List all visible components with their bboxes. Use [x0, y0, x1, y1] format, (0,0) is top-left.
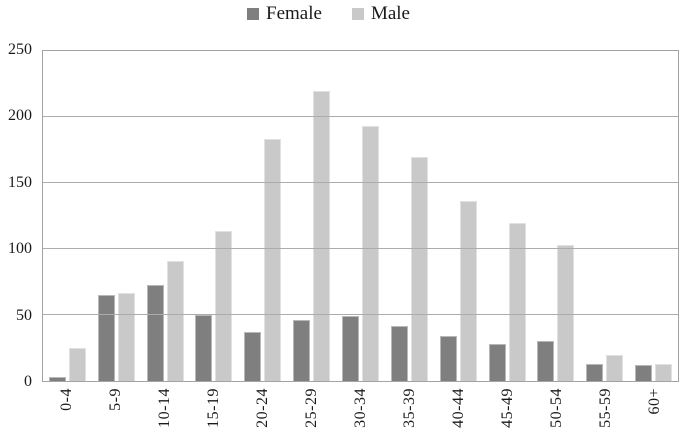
- bar-female: [244, 332, 262, 381]
- bar-group: [141, 51, 190, 381]
- bar-female: [586, 363, 604, 381]
- bar-male: [117, 292, 135, 381]
- y-tick-label: 200: [8, 107, 32, 125]
- x-tick-cell: 45-49: [483, 388, 532, 440]
- y-tick-label: 150: [8, 173, 32, 191]
- gridline: [43, 248, 678, 249]
- bar-female: [146, 284, 164, 381]
- x-tick-cell: 55-59: [581, 388, 630, 440]
- bar-female: [195, 315, 213, 381]
- x-tick-cell: 15-19: [189, 388, 238, 440]
- x-tick-label: 60+: [645, 388, 663, 415]
- x-tick-cell: 40-44: [434, 388, 483, 440]
- bar-group: [43, 51, 92, 381]
- x-tick-cell: 10-14: [140, 388, 189, 440]
- bar-female: [293, 320, 311, 381]
- x-tick-label: 20-24: [253, 388, 271, 428]
- bar-male: [410, 156, 428, 381]
- bar-female: [439, 336, 457, 381]
- bar-female: [390, 325, 408, 381]
- bar-male: [508, 222, 526, 381]
- bar-female: [97, 295, 115, 381]
- x-axis: 0-4 5-9 10-14 15-19 20-24 25-29 30-34 35-39 40-4…: [42, 388, 679, 440]
- bar-group: [238, 51, 287, 381]
- y-tick-label: 0: [24, 373, 32, 390]
- x-tick-label: 50-54: [547, 388, 565, 428]
- x-tick-cell: 5-9: [91, 388, 140, 440]
- bar-male: [361, 126, 379, 381]
- legend-label: Female: [266, 3, 322, 24]
- x-tick-cell: 20-24: [238, 388, 287, 440]
- x-tick-cell: 25-29: [287, 388, 336, 440]
- bar-male: [215, 230, 233, 381]
- bar-group: [531, 51, 580, 381]
- x-tick-cell: 50-54: [532, 388, 581, 440]
- x-tick-label: 15-19: [204, 388, 222, 428]
- bar-female: [537, 341, 555, 381]
- bar-male: [264, 139, 282, 381]
- bar-male: [68, 348, 86, 381]
- y-tick-label: 100: [8, 240, 32, 258]
- bar-male: [313, 90, 331, 381]
- plot-area: [42, 50, 679, 382]
- x-tick-label: 0-4: [57, 388, 75, 411]
- bar-group: [287, 51, 336, 381]
- legend: Female Male: [0, 3, 671, 25]
- bar-group: [92, 51, 141, 381]
- bar-group: [385, 51, 434, 381]
- bar-male: [655, 363, 673, 381]
- bar-group: [483, 51, 532, 381]
- y-axis: 0 50 100 150 200 250: [0, 0, 32, 441]
- x-tick-cell: 60+: [630, 388, 679, 440]
- x-tick-cell: 35-39: [385, 388, 434, 440]
- bar-male: [166, 260, 184, 381]
- legend-swatch-icon: [247, 8, 259, 20]
- legend-swatch-icon: [351, 8, 364, 20]
- bar-group: [336, 51, 385, 381]
- bar-female: [48, 377, 66, 381]
- x-tick-label: 55-59: [596, 388, 614, 428]
- gridline: [43, 182, 678, 183]
- bar-group: [434, 51, 483, 381]
- bars-layer: [43, 51, 678, 381]
- x-tick-label: 45-49: [498, 388, 516, 428]
- x-tick-label: 35-39: [400, 388, 418, 428]
- x-tick-label: 5-9: [106, 388, 124, 411]
- bar-male: [606, 354, 624, 381]
- x-tick-label: 30-34: [351, 388, 369, 428]
- bar-male: [459, 201, 477, 381]
- legend-item-female: Female: [247, 3, 322, 25]
- gridline: [43, 116, 678, 117]
- x-tick-label: 40-44: [449, 388, 467, 428]
- bar-group: [190, 51, 239, 381]
- legend-item-male: Male: [351, 3, 410, 25]
- x-tick-cell: 30-34: [336, 388, 385, 440]
- bar-female: [488, 344, 506, 381]
- gridline: [43, 314, 678, 315]
- x-tick-label: 25-29: [302, 388, 320, 428]
- bar-group: [580, 51, 629, 381]
- x-tick-cell: 0-4: [42, 388, 91, 440]
- legend-label: Male: [370, 3, 410, 24]
- bar-group: [629, 51, 678, 381]
- y-tick-label: 250: [8, 41, 32, 58]
- bar-female: [635, 365, 653, 381]
- bar-male: [557, 245, 575, 381]
- y-tick-label: 50: [16, 306, 32, 324]
- bar-female: [341, 316, 359, 381]
- x-tick-label: 10-14: [155, 388, 173, 428]
